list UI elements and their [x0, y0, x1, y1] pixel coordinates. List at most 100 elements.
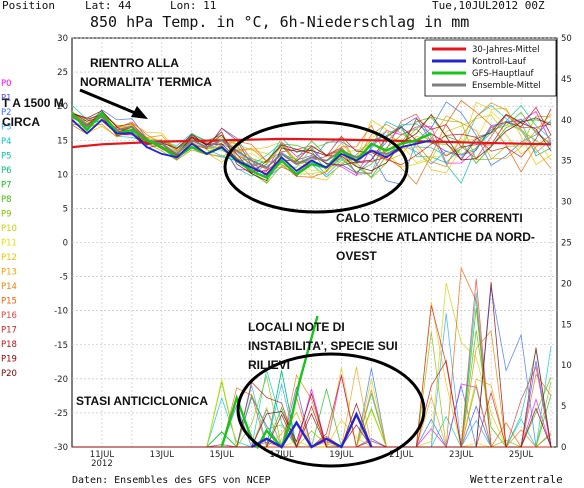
right-tick-label: 30 [561, 198, 572, 208]
annotation-calo-line1: CALO TERMICO PER CORRENTI [336, 211, 523, 225]
left-tick-label: 0 [63, 239, 68, 249]
annotation-locali: LOCALI NOTE DI INSTABILITA', SPECIE SUI … [248, 320, 401, 372]
member-label: P17 [1, 326, 17, 336]
legend: 30-Jahres-Mittel Kontroll-Lauf GFS-Hauptla… [424, 39, 557, 97]
annotation-calo-line2: FRESCHE ATLANTICHE DA NORD- [336, 230, 535, 244]
series-line-kontroll-lauf [71, 118, 432, 176]
right-tick-label: 35 [561, 157, 572, 167]
right-tick-label: 25 [561, 239, 572, 249]
left-tick-label: 20 [57, 102, 68, 112]
series-line-gfs-hauptlauf [71, 111, 432, 180]
member-label: P10 [1, 224, 17, 234]
right-tick-label: 20 [561, 279, 572, 289]
member-label: P13 [1, 268, 17, 278]
x-tick-label: 21JUL [389, 450, 414, 460]
member-labels: P0 P1 P2 P3 P4 P5 P6 P7 P8 P9 P10 P11 P12 P13 P14 P15 P1… [1, 79, 17, 379]
left-axis: 30 25 20 15 10 5 0 -5 -10 -15 -20 -25 -30 [54, 34, 68, 453]
right-tick-label: 45 [561, 75, 572, 85]
annotation-arrow-line [79, 88, 141, 117]
date-label: Tue,10JUL2012 00Z [432, 0, 545, 12]
annotation-calo: CALO TERMICO PER CORRENTI FRESCHE ATLANT… [336, 211, 538, 263]
x-tick-label: 17JUL [269, 450, 294, 460]
footer-brand: Wetterzentrale [470, 473, 563, 486]
annotation-stasi: STASI ANTICICLONICA [76, 394, 208, 408]
left-tick-label: -5 [60, 273, 68, 283]
member-label: P5 [1, 152, 12, 162]
annotation-quota-line2: CIRCA [2, 115, 40, 129]
position-label: Position [2, 0, 55, 12]
member-label: P6 [1, 166, 12, 176]
legend-items: 30-Jahres-Mittel Kontroll-Lauf GFS-Hauptla… [432, 45, 541, 91]
annotation-quota: T A 1500 M CIRCA [2, 96, 67, 129]
member-label: P4 [1, 137, 12, 147]
member-label: P18 [1, 340, 17, 350]
left-tick-label: 15 [57, 136, 68, 146]
precipitation-series [72, 266, 552, 450]
member-label: P0 [1, 79, 12, 89]
ensemble-member-line [71, 99, 552, 185]
member-label: P8 [1, 195, 12, 205]
left-tick-label: -15 [54, 341, 68, 351]
left-tick-label: -20 [54, 375, 68, 385]
annotation-calo-line3: OVEST [336, 249, 377, 263]
annotation-locali-line2: INSTABILITA', SPECIE SUI [248, 339, 398, 353]
left-tick-label: -30 [54, 443, 68, 453]
left-tick-label: -10 [54, 307, 68, 317]
precip-line-kontroll-lauf [251, 411, 373, 449]
annotation-quota-line1: T A 1500 M [2, 96, 64, 110]
member-label: P19 [1, 355, 17, 365]
left-tick-label: 30 [57, 34, 68, 44]
member-label: P3 [1, 123, 12, 133]
x-tick-label: 19JUL [329, 450, 354, 460]
right-tick-label: 5 [561, 402, 566, 412]
annotation-arrow-head [131, 106, 148, 119]
x-tick-label: 23JUL [449, 450, 474, 460]
right-tick-label: 50 [561, 34, 572, 44]
x-tick-label: 25JUL [509, 450, 534, 460]
annotation-locali-line1: LOCALI NOTE DI [248, 320, 345, 334]
member-label: P1 [1, 94, 12, 104]
annotation-locali-line3: RILIEVI [248, 358, 290, 372]
annotation-rientro-line2: NORMALITA' TERMICA [80, 75, 212, 89]
ensemble-member-line [71, 110, 552, 173]
left-tick-label: -25 [54, 409, 68, 419]
ensemble-precip-line [72, 282, 552, 448]
left-tick-label: 25 [57, 68, 68, 78]
member-label: P2 [1, 108, 12, 118]
annotation-ellipse-calo [223, 120, 409, 214]
legend-label: 30-Jahres-Mittel [472, 45, 539, 55]
member-label: P7 [1, 181, 12, 191]
lon-label: Lon: 11 [170, 0, 216, 12]
member-label: P14 [1, 282, 17, 292]
annotation-rientro-line1: RIENTRO ALLA [90, 56, 179, 70]
right-tick-label: 40 [561, 116, 572, 126]
member-label: P16 [1, 311, 17, 321]
right-tick-label: 0 [561, 443, 566, 453]
annotation-rientro: RIENTRO ALLA NORMALITA' TERMICA [80, 56, 212, 89]
left-tick-label: 10 [57, 170, 68, 180]
member-label: P11 [1, 239, 17, 249]
footer-source: Daten: Ensembles des GFS von NCEP [72, 475, 271, 486]
lat-label: Lat: 44 [85, 0, 132, 12]
x-tick-label: 15JUL [210, 450, 235, 460]
x-tick-label: 2012 [91, 459, 113, 469]
precip-line-gfs-hauptlauf [220, 315, 319, 450]
right-tick-label: 15 [561, 320, 572, 330]
legend-label: Ensemble-Mittel [472, 81, 541, 91]
legend-label: Kontroll-Lauf [472, 57, 527, 67]
member-label: P9 [1, 210, 12, 220]
right-tick-label: 10 [561, 361, 572, 371]
ensemble-member-line [71, 113, 552, 184]
member-label: P15 [1, 297, 17, 307]
member-label: P12 [1, 253, 17, 263]
annotation-ellipse-locali [236, 352, 426, 468]
x-tick-label: 11JUL [90, 450, 115, 460]
series-line-30-jahres-mittel [71, 137, 552, 149]
main-series [71, 111, 552, 180]
chart-title: 850 hPa Temp. in °C, 6h-Niederschlag in … [90, 13, 469, 31]
left-tick-label: 5 [63, 204, 68, 214]
x-tick-label: 13JUL [150, 450, 175, 460]
